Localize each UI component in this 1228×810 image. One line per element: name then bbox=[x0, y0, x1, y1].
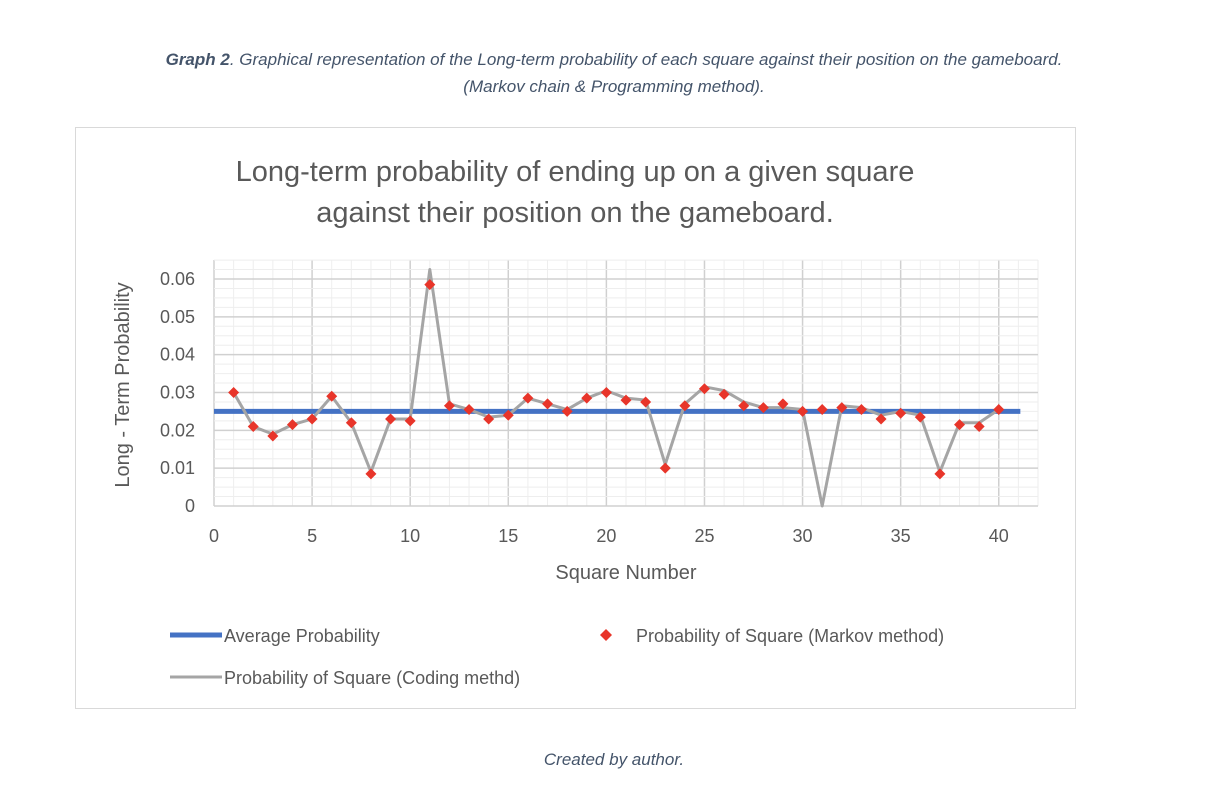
markov-point bbox=[404, 415, 416, 427]
markov-point bbox=[620, 394, 632, 406]
markov-point bbox=[443, 400, 455, 412]
markov-point bbox=[855, 404, 867, 416]
figure-caption-line2: (Markov chain & Programming method). bbox=[463, 77, 765, 96]
y-tick-label: 0.02 bbox=[160, 420, 195, 440]
chart-frame bbox=[75, 127, 1076, 709]
markov-point bbox=[836, 402, 848, 414]
markov-point bbox=[914, 411, 926, 423]
markov-point bbox=[659, 462, 671, 474]
markov-point bbox=[522, 392, 534, 404]
x-tick-label: 35 bbox=[891, 526, 911, 546]
markov-point bbox=[993, 404, 1005, 416]
markov-point bbox=[483, 413, 495, 425]
markov-point bbox=[542, 398, 554, 410]
x-tick-label: 25 bbox=[694, 526, 714, 546]
x-tick-label: 20 bbox=[596, 526, 616, 546]
plot-series bbox=[214, 268, 1021, 508]
markov-point bbox=[345, 417, 357, 429]
markov-point bbox=[502, 409, 514, 421]
figure-credit: Created by author. bbox=[543, 750, 685, 769]
markov-point bbox=[600, 387, 612, 398]
legend-swatch-markov bbox=[600, 629, 612, 641]
figure-caption: Graph 2. Graphical representation of the… bbox=[0, 46, 1228, 100]
markov-point bbox=[718, 388, 730, 400]
markov-point bbox=[797, 405, 809, 417]
markov-point bbox=[973, 421, 985, 433]
chart-title-line2: against their position on the gameboard. bbox=[316, 197, 834, 229]
chart-title-line1: Long-term probability of ending up on a … bbox=[236, 156, 915, 188]
markov-point bbox=[385, 413, 397, 425]
markov-point bbox=[679, 400, 691, 412]
markov-point bbox=[640, 396, 652, 408]
markov-point bbox=[326, 390, 338, 402]
axis-ticks: 0 5 10 15 20 25 30 35 40 0 0.01 0.02 0.03 0.04 0.05 0.0… bbox=[160, 269, 1009, 546]
markov-point bbox=[581, 392, 593, 404]
legend-label-average: Average Probability bbox=[224, 626, 380, 646]
markov-point bbox=[424, 279, 436, 291]
markov-point bbox=[561, 405, 573, 417]
y-tick-label: 0 bbox=[185, 496, 195, 516]
markov-point bbox=[306, 413, 318, 425]
x-tick-label: 30 bbox=[793, 526, 813, 546]
figure-caption-text: . Graphical representation of the Long-t… bbox=[229, 50, 1063, 69]
markov-point bbox=[777, 398, 789, 410]
markov-point bbox=[934, 468, 946, 480]
chart-legend: Average Probability Probability of Squar… bbox=[170, 626, 944, 688]
x-tick-label: 5 bbox=[307, 526, 317, 546]
markov-point bbox=[286, 419, 298, 431]
y-axis-title: Long - Term Probability bbox=[112, 282, 134, 487]
x-tick-label: 40 bbox=[989, 526, 1009, 546]
markov-point bbox=[816, 404, 828, 416]
y-tick-label: 0.01 bbox=[160, 458, 195, 478]
markov-point bbox=[757, 402, 769, 414]
series-coding-line bbox=[232, 268, 1000, 508]
markov-point bbox=[954, 419, 966, 431]
x-tick-label: 10 bbox=[400, 526, 420, 546]
x-tick-label: 0 bbox=[209, 526, 219, 546]
markov-point bbox=[267, 430, 279, 442]
markov-point bbox=[875, 413, 887, 425]
x-axis-title: Square Number bbox=[555, 562, 697, 584]
y-tick-label: 0.05 bbox=[160, 307, 195, 327]
markov-point bbox=[365, 468, 377, 480]
markov-point bbox=[895, 407, 907, 419]
y-tick-label: 0.06 bbox=[160, 269, 195, 289]
x-tick-label: 15 bbox=[498, 526, 518, 546]
figure-caption-label: Graph 2 bbox=[165, 50, 230, 69]
legend-label-markov: Probability of Square (Markov method) bbox=[636, 626, 944, 646]
plot-grid bbox=[213, 259, 1039, 507]
y-tick-label: 0.03 bbox=[160, 383, 195, 403]
markov-point bbox=[228, 387, 240, 398]
markov-point bbox=[738, 400, 750, 412]
legend-label-coding: Probability of Square (Coding methd) bbox=[224, 668, 520, 688]
markov-point bbox=[463, 404, 475, 416]
markov-point bbox=[698, 383, 710, 395]
markov-point bbox=[247, 421, 259, 433]
y-tick-label: 0.04 bbox=[160, 345, 195, 365]
